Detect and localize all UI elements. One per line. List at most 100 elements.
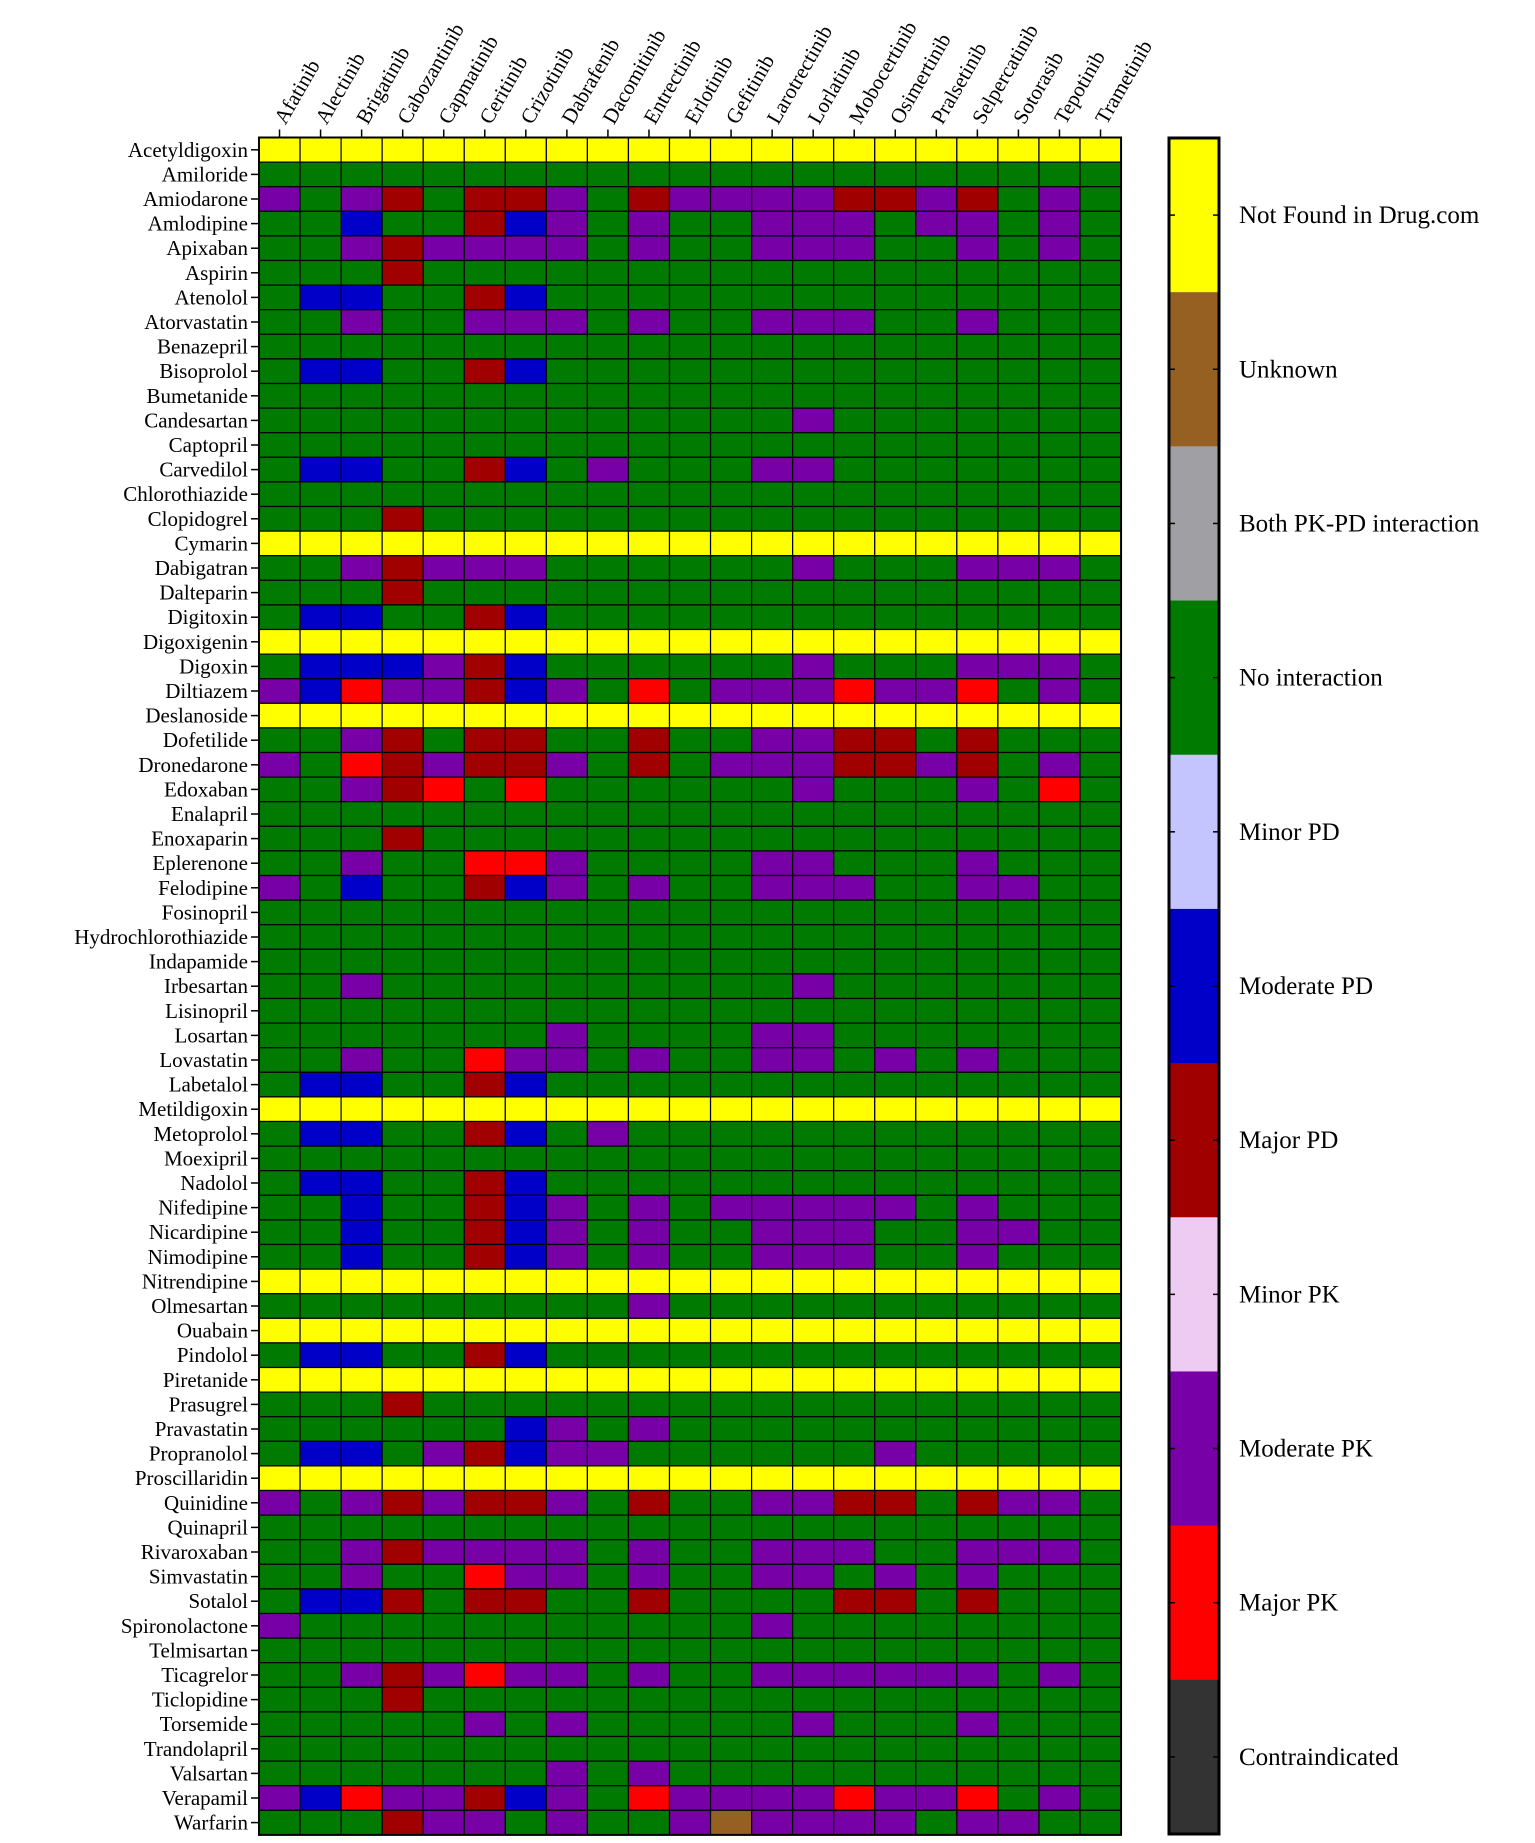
- heatmap-cell-carvedilol-trametinib: [1079, 456, 1122, 483]
- heatmap-cell-indapamide-dabrafenib: [545, 948, 588, 975]
- heatmap-cell-proscillaridin-sotorasib: [997, 1465, 1040, 1492]
- heatmap-cell-quinapril-osimertinib: [874, 1514, 917, 1541]
- heatmap-cell-hydrochlorothiazide-pralsetinib: [915, 924, 958, 950]
- heatmap-cell-nitrendipine-entrectinib: [627, 1268, 671, 1295]
- heatmap-cell-simvastatin-afatinib: [258, 1563, 301, 1590]
- heatmap-cell-enoxaparin-dabrafenib: [545, 825, 588, 852]
- heatmap-cell-diltiazem-dabrafenib: [545, 678, 588, 704]
- heatmap-cell-clopidogrel-trametinib: [1079, 505, 1122, 532]
- heatmap-cell-simvastatin-mobocertinib: [833, 1563, 876, 1590]
- heatmap-cell-clopidogrel-entrectinib: [627, 505, 671, 532]
- heatmap-cell-losartan-alectinib: [299, 1022, 342, 1049]
- heatmap-cell-ticagrelor-alectinib: [299, 1662, 342, 1688]
- heatmap-cell-metildigoxin-ceritinib: [463, 1096, 506, 1123]
- heatmap-cell-amiloride-mobocertinib: [833, 161, 876, 188]
- heatmap-cell-quinapril-entrectinib: [627, 1514, 671, 1541]
- heatmap-cell-enalapril-entrectinib: [627, 801, 671, 827]
- heatmap-cell-amlodipine-capmatinib: [422, 210, 465, 237]
- heatmap-cell-chlorothiazide-mobocertinib: [833, 481, 876, 508]
- heatmap-cell-nicardipine-entrectinib: [627, 1219, 671, 1246]
- heatmap-cell-dronedarone-crizotinib: [504, 751, 547, 778]
- heatmap-cell-olmesartan-dabrafenib: [545, 1293, 588, 1319]
- heatmap-cell-benazepril-erlotinib: [668, 333, 712, 360]
- heatmap-cell-edoxaban-brigatinib: [340, 776, 383, 803]
- heatmap-cell-telmisartan-crizotinib: [504, 1637, 547, 1664]
- heatmap-cell-nimodipine-sotorasib: [997, 1243, 1040, 1270]
- heatmap-cell-piretanide-trametinib: [1079, 1366, 1122, 1393]
- heatmap-cell-torsemide-pralsetinib: [915, 1711, 958, 1738]
- heatmap-cell-bumetanide-dacomitinib: [586, 382, 630, 409]
- heatmap-cell-acetyldigoxin-larotrectinib: [750, 136, 794, 163]
- heatmap-cell-nicardipine-brigatinib: [340, 1219, 383, 1246]
- heatmap-cell-prasugrel-larotrectinib: [750, 1391, 794, 1418]
- heatmap-cell-prasugrel-trametinib: [1079, 1391, 1122, 1418]
- heatmap-cell-lovastatin-dabrafenib: [545, 1047, 588, 1073]
- heatmap-cell-candesartan-pralsetinib: [915, 407, 958, 434]
- heatmap-cell-quinapril-pralsetinib: [915, 1514, 958, 1541]
- heatmap-cell-sotalol-mobocertinib: [833, 1588, 876, 1615]
- heatmap-cell-simvastatin-dabrafenib: [545, 1563, 588, 1590]
- heatmap-cell-olmesartan-brigatinib: [340, 1293, 383, 1319]
- heatmap-cell-lovastatin-cabozantinib: [381, 1047, 424, 1073]
- heatmap-cells: [258, 136, 1122, 1836]
- heatmap-cell-nadolol-capmatinib: [422, 1170, 465, 1196]
- heatmap-cell-benazepril-afatinib: [258, 333, 301, 360]
- heatmap-cell-verapamil-capmatinib: [422, 1785, 465, 1811]
- heatmap-cell-digoxigenin-entrectinib: [627, 628, 671, 655]
- heatmap-cell-losartan-entrectinib: [627, 1022, 671, 1049]
- heatmap-cell-deslanoside-crizotinib: [504, 702, 547, 729]
- heatmap-cell-nifedipine-tepotinib: [1038, 1194, 1081, 1221]
- heatmap-cell-acetyldigoxin-capmatinib: [422, 136, 465, 163]
- heatmap-cell-pravastatin-trametinib: [1079, 1416, 1122, 1442]
- heatmap-cell-digoxigenin-larotrectinib: [750, 628, 794, 655]
- heatmap-cell-enoxaparin-entrectinib: [627, 825, 671, 852]
- heatmap-cell-warfarin-afatinib: [258, 1809, 301, 1836]
- heatmap-cell-nicardipine-pralsetinib: [915, 1219, 958, 1246]
- heatmap-cell-amlodipine-larotrectinib: [750, 210, 794, 237]
- heatmap-cell-nifedipine-osimertinib: [874, 1194, 917, 1221]
- heatmap-cell-olmesartan-capmatinib: [422, 1293, 465, 1319]
- heatmap-cell-dofetilide-entrectinib: [627, 727, 671, 754]
- heatmap-cell-captopril-pralsetinib: [915, 432, 958, 458]
- heatmap-cell-prasugrel-erlotinib: [668, 1391, 712, 1418]
- heatmap-cell-captopril-selpercatinib: [956, 432, 999, 458]
- heatmap-cell-lisinopril-gefitinib: [709, 997, 753, 1024]
- heatmap-cell-propranolol-selpercatinib: [956, 1440, 999, 1467]
- heatmap-cell-enalapril-selpercatinib: [956, 801, 999, 827]
- heatmap-cell-warfarin-entrectinib: [627, 1809, 671, 1836]
- heatmap-cell-pravastatin-brigatinib: [340, 1416, 383, 1442]
- heatmap-cell-amiodarone-erlotinib: [668, 186, 712, 212]
- heatmap-cell-apixaban-osimertinib: [874, 235, 917, 262]
- heatmap-cell-nimodipine-afatinib: [258, 1243, 301, 1270]
- heatmap-cell-lisinopril-dabrafenib: [545, 997, 588, 1024]
- heatmap-cell-diltiazem-osimertinib: [874, 678, 917, 704]
- heatmap-cell-candesartan-osimertinib: [874, 407, 917, 434]
- heatmap-cell-moexipril-sotorasib: [997, 1145, 1040, 1172]
- heatmap-cell-fosinopril-crizotinib: [504, 899, 547, 926]
- heatmap-cell-bumetanide-crizotinib: [504, 382, 547, 409]
- heatmap-cell-irbesartan-afatinib: [258, 973, 301, 1000]
- heatmap-cell-indapamide-erlotinib: [668, 948, 712, 975]
- heatmap-cell-acetyldigoxin-entrectinib: [627, 136, 671, 163]
- heatmap-cell-metoprolol-alectinib: [299, 1120, 342, 1147]
- heatmap-cell-nifedipine-brigatinib: [340, 1194, 383, 1221]
- heatmap-cell-dronedarone-erlotinib: [668, 751, 712, 778]
- heatmap-cell-edoxaban-ceritinib: [463, 776, 506, 803]
- heatmap-cell-digitoxin-pralsetinib: [915, 604, 958, 631]
- heatmap-cell-amlodipine-alectinib: [299, 210, 342, 237]
- heatmap-cell-eplerenone-brigatinib: [340, 850, 383, 877]
- heatmap-cell-quinapril-dabrafenib: [545, 1514, 588, 1541]
- heatmap-cell-lisinopril-capmatinib: [422, 997, 465, 1024]
- heatmap-cell-dronedarone-afatinib: [258, 751, 301, 778]
- row-label-olmesartan: Olmesartan: [151, 1294, 248, 1318]
- heatmap-cell-amiloride-larotrectinib: [750, 161, 794, 188]
- heatmap-cell-diltiazem-ceritinib: [463, 678, 506, 704]
- heatmap-cell-lovastatin-osimertinib: [874, 1047, 917, 1073]
- heatmap-cell-nimodipine-capmatinib: [422, 1243, 465, 1270]
- heatmap-cell-bumetanide-osimertinib: [874, 382, 917, 409]
- heatmap-cell-amlodipine-cabozantinib: [381, 210, 424, 237]
- heatmap-cell-simvastatin-alectinib: [299, 1563, 342, 1590]
- heatmap-cell-lisinopril-pralsetinib: [915, 997, 958, 1024]
- heatmap-cell-simvastatin-selpercatinib: [956, 1563, 999, 1590]
